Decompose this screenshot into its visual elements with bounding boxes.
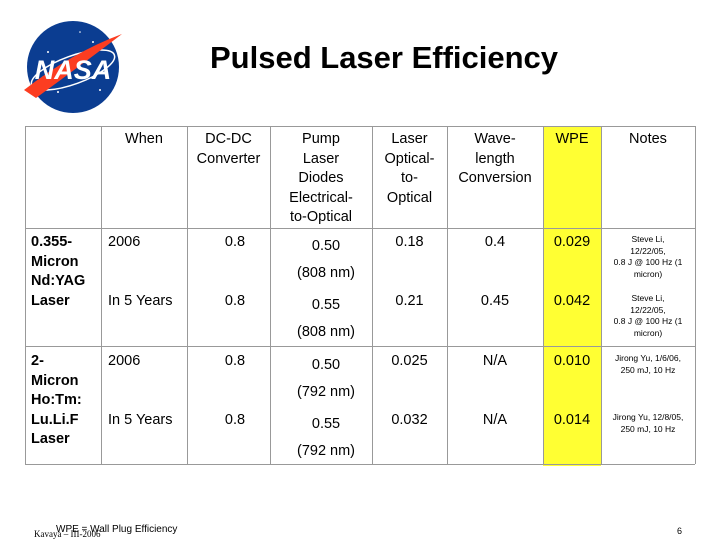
row-0-laser: 0.18 <box>395 234 424 250</box>
page-number: 6 <box>677 526 683 536</box>
row-0-when: 2006 <box>108 234 141 250</box>
row-3-notes: Jirong Yu, 12/8/05, 250 mJ, 10 Hz <box>612 412 684 434</box>
row-1-dc: 0.8 <box>224 293 246 309</box>
page-title: Pulsed Laser Efficiency <box>210 40 559 75</box>
header-wavelength-conversion: Wave- length Conversion <box>458 131 532 186</box>
row-2-wave: N/A <box>482 353 508 369</box>
header-notes: Notes <box>629 131 667 147</box>
row-0-wpe: 0.029 <box>553 234 591 250</box>
row-3-wpe: 0.014 <box>553 412 591 428</box>
header-when: When <box>125 131 163 147</box>
row-1-when: In 5 Years <box>108 293 173 309</box>
row-1-wpe: 0.042 <box>553 293 591 309</box>
row-3-wave: N/A <box>482 412 508 428</box>
row-3-when: In 5 Years <box>108 412 173 428</box>
header-dc-dc-converter: DC-DC Converter <box>196 131 261 167</box>
row-2-pump: 0.50 (792 nm) <box>296 357 356 400</box>
group-label-nd-yag: 0.355- Micron Nd:YAG Laser <box>31 234 86 309</box>
group-label-ho-tm: 2- Micron Ho:Tm: Lu.Li.F Laser <box>31 353 82 447</box>
row-1-laser: 0.21 <box>395 293 424 309</box>
row-1-notes: Steve Li, 12/22/05, 0.8 J @ 100 Hz (1 mi… <box>613 293 683 338</box>
nasa-logo: NASA <box>24 21 122 113</box>
footnote-wpe: WPE = Wall Plug Efficiency <box>56 524 178 535</box>
row-2-wpe: 0.010 <box>553 353 591 369</box>
row-3-dc: 0.8 <box>224 412 246 428</box>
row-3-pump: 0.55 (792 nm) <box>296 416 356 459</box>
row-3-laser: 0.032 <box>391 412 428 428</box>
svg-text:NASA: NASA <box>35 55 112 85</box>
footnote-author: Kavaya – III-2006 <box>34 529 101 539</box>
row-0-dc: 0.8 <box>224 234 246 250</box>
row-2-dc: 0.8 <box>224 353 246 369</box>
header-wpe: WPE <box>555 131 589 147</box>
row-2-laser: 0.025 <box>391 353 428 369</box>
row-1-wave: 0.45 <box>480 293 510 309</box>
wpe-highlight <box>543 126 601 466</box>
header-pump-laser-diodes: Pump Laser Diodes Electrical- to-Optical <box>289 131 353 225</box>
row-0-wave: 0.4 <box>484 234 506 250</box>
row-0-notes: Steve Li, 12/22/05, 0.8 J @ 100 Hz (1 mi… <box>613 234 683 279</box>
row-0-pump: 0.50 (808 nm) <box>296 238 356 281</box>
row-1-pump: 0.55 (808 nm) <box>296 297 356 340</box>
row-2-notes: Jirong Yu, 1/6/06, 250 mJ, 10 Hz <box>614 353 681 375</box>
row-2-when: 2006 <box>108 353 141 369</box>
header-laser-optical: Laser Optical- to- Optical <box>384 131 435 206</box>
